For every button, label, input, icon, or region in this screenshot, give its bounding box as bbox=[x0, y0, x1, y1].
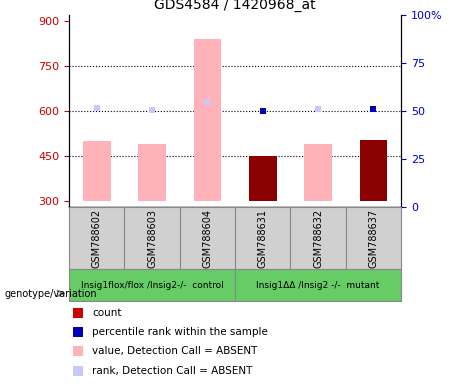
Text: GSM788637: GSM788637 bbox=[368, 209, 378, 268]
Bar bbox=[124, 207, 180, 269]
Text: count: count bbox=[92, 308, 122, 318]
Bar bbox=[69, 207, 124, 269]
Text: percentile rank within the sample: percentile rank within the sample bbox=[92, 327, 268, 337]
Bar bbox=[360, 140, 387, 201]
Bar bbox=[180, 207, 235, 269]
Bar bbox=[194, 39, 221, 201]
Bar bbox=[69, 269, 235, 301]
Text: GSM788632: GSM788632 bbox=[313, 209, 323, 268]
Bar bbox=[83, 141, 111, 201]
Text: genotype/variation: genotype/variation bbox=[5, 289, 97, 299]
Text: Insig1ΔΔ /Insig2 -/-  mutant: Insig1ΔΔ /Insig2 -/- mutant bbox=[256, 281, 380, 290]
Text: GSM788604: GSM788604 bbox=[202, 209, 213, 268]
Text: GSM788603: GSM788603 bbox=[147, 209, 157, 268]
Bar bbox=[235, 269, 401, 301]
Bar bbox=[346, 207, 401, 269]
Text: GSM788631: GSM788631 bbox=[258, 209, 268, 268]
Text: rank, Detection Call = ABSENT: rank, Detection Call = ABSENT bbox=[92, 366, 253, 376]
Bar bbox=[138, 144, 166, 201]
Title: GDS4584 / 1420968_at: GDS4584 / 1420968_at bbox=[154, 0, 316, 12]
Bar bbox=[290, 207, 346, 269]
Bar bbox=[249, 156, 277, 201]
Text: GSM788602: GSM788602 bbox=[92, 209, 102, 268]
Text: value, Detection Call = ABSENT: value, Detection Call = ABSENT bbox=[92, 346, 258, 356]
Bar bbox=[235, 207, 290, 269]
Text: Insig1flox/flox /Insig2-/-  control: Insig1flox/flox /Insig2-/- control bbox=[81, 281, 224, 290]
Bar bbox=[304, 144, 332, 201]
